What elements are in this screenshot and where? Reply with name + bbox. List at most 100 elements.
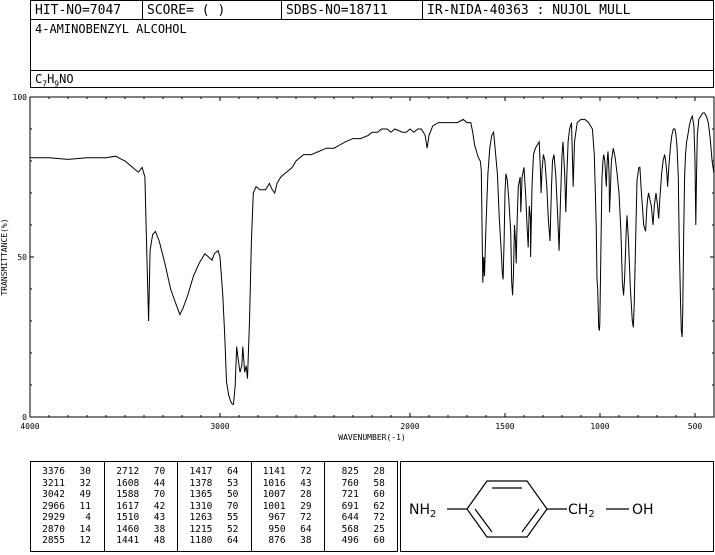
benzene-ring: [466, 480, 548, 538]
peak-wavenumber: 3211: [42, 477, 65, 489]
y-axis-label: TRANSMITTANCE(%): [0, 218, 9, 295]
peak-row: 1001 29: [252, 501, 324, 513]
peak-row: 1263 55: [178, 512, 250, 524]
y-tick-label: 50: [17, 253, 27, 262]
peak-row: 1441 48: [105, 535, 177, 547]
peak-transmittance: 55: [226, 512, 239, 523]
peak-row: 1365 50: [178, 489, 250, 501]
peak-transmittance: 32: [79, 477, 91, 489]
peak-transmittance: 38: [153, 523, 166, 535]
peak-wavenumber: 1608: [116, 477, 140, 489]
peak-wavenumber: 1617: [116, 500, 140, 512]
peak-transmittance: 64: [226, 466, 239, 477]
peak-row: 1016 43: [252, 478, 324, 490]
peak-wavenumber: 1007: [262, 489, 286, 500]
peak-column: 1417 64 1378 53 1365 50 1310 70 1263 55 1215 52 1180…: [177, 462, 250, 551]
x-tick-label: 1500: [495, 422, 514, 431]
plot-frame: [29, 96, 715, 418]
peak-wavenumber: 1016: [262, 477, 286, 489]
peak-transmittance: 72: [373, 512, 385, 523]
compound-name: 4-AMINOBENZYL ALCOHOL: [35, 22, 187, 36]
peak-row: 950 64: [252, 524, 324, 536]
peak-column: 1141 72 1016 43 1007 28 1001 29 967 72 950 64 876 38: [250, 462, 324, 551]
peak-wavenumber: 1263: [189, 512, 213, 523]
compound-info-box: 4-AMINOBENZYL ALCOHOL C7H9NO: [30, 19, 714, 88]
peak-wavenumber: 1378: [189, 477, 213, 489]
peak-row: 1310 70: [178, 501, 250, 513]
peak-wavenumber: 691: [341, 500, 359, 512]
peak-transmittance: 43: [300, 477, 312, 489]
peak-transmittance: 49: [79, 489, 91, 500]
peak-wavenumber: 1215: [189, 523, 213, 535]
peak-transmittance: 12: [79, 535, 91, 546]
peak-transmittance: 60: [373, 535, 385, 546]
peak-transmittance: 70: [153, 489, 166, 500]
peak-wavenumber: 2870: [42, 523, 65, 535]
peak-transmittance: 64: [300, 523, 312, 535]
peak-row: 691 62: [325, 501, 397, 513]
peak-column: 2712 70 1608 44 1588 70 1617 42 1510 43 1460 38 1441…: [104, 462, 177, 551]
amine-group: NH2: [409, 502, 436, 520]
info-divider: [31, 70, 713, 71]
y-tick-label: 0: [22, 413, 27, 422]
peak-row: 644 72: [325, 512, 397, 524]
peak-transmittance: 44: [153, 477, 166, 489]
peak-transmittance: 52: [226, 523, 239, 535]
peak-transmittance: 53: [226, 477, 239, 489]
peak-transmittance: 62: [373, 500, 385, 512]
peak-transmittance: 72: [300, 466, 312, 477]
peak-transmittance: 28: [300, 489, 312, 500]
peak-row: 2929 4: [31, 512, 104, 524]
peak-transmittance: 72: [300, 512, 312, 523]
peak-wavenumber: 1365: [189, 489, 213, 500]
double-bond: [521, 508, 540, 533]
molecular-formula: C7H9NO: [35, 72, 74, 89]
peak-transmittance: 4: [85, 512, 91, 523]
peak-wavenumber: 950: [268, 523, 286, 535]
peak-transmittance: 42: [153, 500, 166, 512]
peak-row: 2966 11: [31, 501, 104, 513]
peak-wavenumber: 3376: [42, 466, 65, 477]
peak-transmittance: 70: [226, 500, 239, 512]
peak-row: 721 60: [325, 489, 397, 501]
structure-drawing: NH2 CH2 OH: [409, 480, 654, 538]
peak-table: 3376 30 3211 32 3042 49 2966 11 2929 4 2870 14 2855 1…: [30, 461, 398, 552]
peak-transmittance: 70: [153, 466, 166, 477]
double-bond: [474, 508, 493, 533]
peak-row: 2870 14: [31, 524, 104, 536]
peak-wavenumber: 1141: [262, 466, 286, 477]
peak-wavenumber: 876: [268, 535, 286, 546]
peak-row: 1417 64: [178, 466, 250, 478]
peak-wavenumber: 1180: [189, 535, 213, 546]
peak-transmittance: 28: [373, 466, 385, 477]
x-tick-label: 500: [688, 422, 703, 431]
peak-transmittance: 50: [226, 489, 239, 500]
peak-wavenumber: 1001: [262, 500, 286, 512]
x-axis-label: WAVENUMBER(-1): [338, 433, 405, 442]
peak-row: 568 25: [325, 524, 397, 536]
peak-transmittance: 64: [226, 535, 239, 546]
y-tick-label: 100: [13, 93, 28, 102]
header-divider: [422, 1, 423, 20]
structure-box: NH2 CH2 OH: [400, 461, 714, 552]
peak-wavenumber: 1441: [116, 535, 140, 546]
hydroxyl-group: OH: [632, 502, 654, 518]
peak-transmittance: 48: [153, 535, 166, 546]
x-tick-label: 1000: [590, 422, 609, 431]
peak-wavenumber: 1460: [116, 523, 140, 535]
peak-row: 825 28: [325, 466, 397, 478]
peak-transmittance: 60: [373, 489, 385, 500]
peak-wavenumber: 1588: [116, 489, 140, 500]
header-divider: [142, 1, 143, 20]
peak-row: 760 58: [325, 478, 397, 490]
sdbs-number: SDBS-NO=18711: [286, 3, 388, 18]
peak-row: 1215 52: [178, 524, 250, 536]
peak-wavenumber: 2966: [42, 500, 65, 512]
peak-wavenumber: 760: [341, 477, 359, 489]
peak-row: 1608 44: [105, 478, 177, 490]
peak-row: 876 38: [252, 535, 324, 547]
peak-row: 1588 70: [105, 489, 177, 501]
peak-column: 3376 30 3211 32 3042 49 2966 11 2929 4 2870 14 2855 1…: [31, 462, 104, 551]
hit-number: HIT-NO=7047: [35, 3, 122, 18]
peak-wavenumber: 3042: [42, 489, 65, 500]
